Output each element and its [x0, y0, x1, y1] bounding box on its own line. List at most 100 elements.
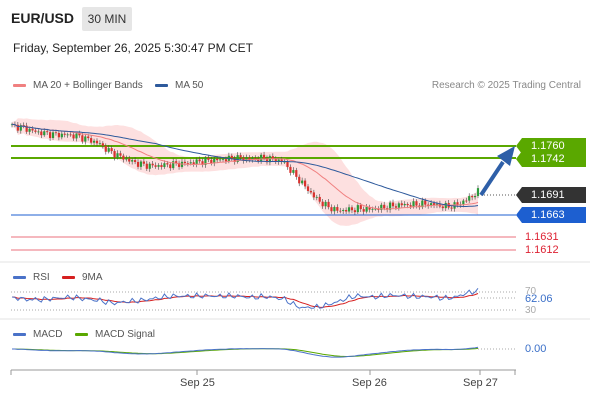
- candle-body: [286, 161, 289, 167]
- candle-body: [87, 136, 90, 139]
- ma20-swatch-icon: [13, 84, 26, 87]
- ma20-label: MA 20 + Bollinger Bands: [33, 80, 143, 91]
- candle-body: [125, 158, 128, 160]
- candle-body: [60, 133, 63, 138]
- candle-body: [318, 196, 321, 202]
- candle-body: [277, 159, 280, 162]
- candle-body: [224, 159, 228, 162]
- candle-body: [315, 196, 318, 198]
- candle-body: [303, 180, 307, 187]
- candle-body: [201, 161, 204, 165]
- candle-body: [336, 207, 339, 211]
- candle-body: [16, 124, 19, 131]
- candle-body: [189, 162, 192, 164]
- candle-body: [409, 205, 412, 207]
- candle-body: [207, 157, 210, 160]
- candle-body: [75, 133, 78, 139]
- candle-body: [57, 132, 60, 138]
- x-label-sep-27: Sep 27: [463, 377, 498, 389]
- macd-signal-swatch-icon: [75, 333, 88, 336]
- rsi-swatch-icon: [13, 276, 26, 279]
- candle-body: [242, 157, 245, 161]
- timeframe-button[interactable]: 30 MIN: [82, 7, 132, 31]
- candle-body: [151, 163, 154, 166]
- forecast-arrow-head-icon: [497, 146, 515, 166]
- candle-body: [119, 153, 122, 156]
- candle-body: [169, 164, 172, 169]
- candle-body: [406, 203, 409, 206]
- candle-body: [391, 202, 395, 207]
- candle-body: [54, 132, 58, 134]
- candle-body: [280, 159, 283, 162]
- candle-body: [198, 159, 201, 162]
- candle-body: [122, 155, 125, 160]
- candle-body: [51, 132, 55, 139]
- rsi-value: 62.06: [525, 293, 553, 305]
- candle-body: [415, 201, 418, 206]
- candle-body: [330, 207, 333, 212]
- candle-body: [186, 163, 189, 164]
- candle-body: [450, 207, 453, 209]
- candle-body: [175, 161, 178, 163]
- candle-body: [133, 160, 137, 162]
- candle-body: [248, 157, 251, 160]
- candle-body: [345, 210, 348, 212]
- candle-body: [430, 203, 433, 207]
- candle-body: [25, 125, 28, 132]
- candle-body: [374, 208, 377, 210]
- candle-body: [271, 156, 274, 160]
- macd-label: MACD: [33, 329, 63, 340]
- candle-body: [63, 133, 66, 135]
- candle-body: [245, 157, 248, 161]
- candle-body: [116, 153, 119, 158]
- candle-body: [362, 209, 365, 212]
- macd-signal-label: MACD Signal: [95, 329, 156, 340]
- candle-body: [262, 154, 266, 159]
- ma50-swatch-icon: [155, 84, 168, 87]
- candle-body: [412, 201, 415, 207]
- candle-body: [98, 143, 102, 145]
- candle-body: [90, 138, 93, 143]
- candle-body: [84, 136, 87, 142]
- candle-body: [260, 154, 263, 161]
- candle-body: [403, 203, 406, 206]
- candle-body: [383, 204, 386, 209]
- candle-body: [72, 134, 75, 139]
- candle-body: [388, 202, 392, 210]
- candle-body: [210, 159, 213, 164]
- candle-body: [471, 196, 474, 198]
- candle-body: [104, 145, 107, 152]
- candle-body: [31, 128, 34, 131]
- candle-body: [46, 131, 49, 133]
- datetime-label: Friday, September 26, 2025 5:30:47 PM CE…: [13, 41, 253, 55]
- candle-body: [441, 206, 444, 209]
- candle-body: [49, 132, 52, 139]
- candle-body: [69, 134, 72, 136]
- candle-body: [289, 166, 292, 173]
- candle-body: [113, 151, 116, 158]
- legend-rsi-ma: 9MA: [62, 272, 103, 283]
- symbol-title: EUR/USD: [11, 10, 75, 26]
- support-2-label: 1.1612: [525, 244, 559, 256]
- candle-body: [353, 210, 357, 213]
- candle-body: [350, 207, 354, 211]
- candle-body: [268, 156, 272, 163]
- candle-body: [239, 155, 242, 158]
- candle-body: [465, 200, 468, 202]
- candle-body: [356, 205, 359, 213]
- candle-body: [327, 201, 330, 208]
- candle-body: [306, 186, 310, 191]
- candle-body: [40, 131, 43, 136]
- candle-body: [192, 162, 195, 165]
- pivot-tag: 1.1663: [516, 207, 586, 223]
- candle-body: [265, 158, 269, 163]
- candle-body: [421, 200, 424, 208]
- candle-body: [154, 165, 157, 167]
- forecast-arrow: [479, 160, 505, 197]
- candle-body: [204, 157, 207, 165]
- candle-body: [298, 176, 301, 184]
- candle-body: [195, 159, 198, 165]
- candle-body: [347, 207, 351, 212]
- candle-body: [95, 140, 99, 144]
- candle-body: [368, 207, 371, 210]
